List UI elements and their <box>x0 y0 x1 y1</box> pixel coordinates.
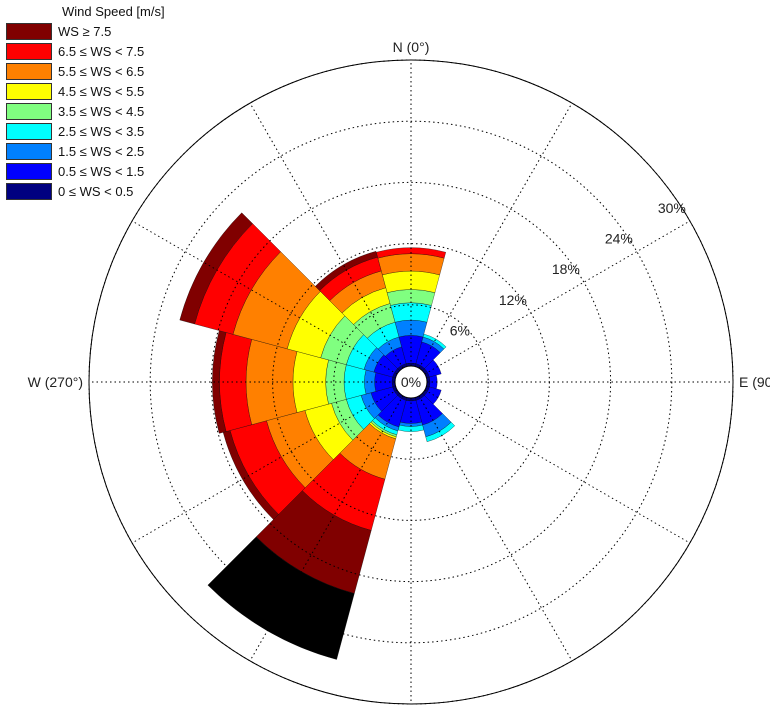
legend-label: 6.5 ≤ WS < 7.5 <box>58 43 145 59</box>
direction-label-east: E (90°) <box>739 374 770 390</box>
legend-label: 3.5 ≤ WS < 4.5 <box>58 103 145 119</box>
ring-label: 12% <box>499 292 527 308</box>
legend-swatch <box>6 142 52 160</box>
legend-swatch <box>6 102 52 120</box>
legend-label: 0 ≤ WS < 0.5 <box>58 183 134 199</box>
legend-swatch <box>6 42 52 60</box>
legend-item: 1.5 ≤ WS < 2.5 <box>6 141 165 161</box>
legend-item: 3.5 ≤ WS < 4.5 <box>6 101 165 121</box>
sector-bin <box>207 536 355 660</box>
legend-item: 4.5 ≤ WS < 5.5 <box>6 81 165 101</box>
grid-ring <box>149 120 673 644</box>
legend-rows: WS ≥ 7.5 6.5 ≤ WS < 7.5 5.5 ≤ WS < 6.5 4.5 … <box>6 21 165 201</box>
legend-item: 5.5 ≤ WS < 6.5 <box>6 61 165 81</box>
center-label: 0% <box>401 374 421 390</box>
legend-swatch <box>6 162 52 180</box>
ring-label: 24% <box>605 231 633 247</box>
direction-label-west: W (270°) <box>28 374 83 390</box>
sector-bin <box>246 339 298 425</box>
radial-line <box>424 220 691 375</box>
legend-label: 0.5 ≤ WS < 1.5 <box>58 163 145 179</box>
direction-label-north: N (0°) <box>393 39 430 55</box>
legend-label: 4.5 ≤ WS < 5.5 <box>58 83 145 99</box>
legend-title: Wind Speed [m/s] <box>62 4 165 19</box>
radial-line <box>249 395 404 662</box>
ring-label: 30% <box>658 200 686 216</box>
legend-label: 5.5 ≤ WS < 6.5 <box>58 63 145 79</box>
radial-line <box>418 102 573 369</box>
radial-line <box>131 220 398 375</box>
grid-overlay <box>88 59 734 705</box>
radial-line <box>249 102 404 369</box>
grid-ring <box>333 304 489 460</box>
legend-label: 2.5 ≤ WS < 3.5 <box>58 123 145 139</box>
legend-label: 1.5 ≤ WS < 2.5 <box>58 143 145 159</box>
sector-bin <box>364 369 377 395</box>
sector-bin <box>422 333 447 350</box>
radial-line <box>131 389 398 544</box>
sector-bin <box>315 251 378 291</box>
outer-circle <box>88 59 734 705</box>
center-hole <box>394 365 428 399</box>
sector-bin <box>390 302 432 323</box>
legend-swatch <box>6 182 52 200</box>
sector-bin <box>292 351 329 413</box>
legend: Wind Speed [m/s] WS ≥ 7.5 6.5 ≤ WS < 7.5 5… <box>6 3 165 201</box>
sector-bin <box>179 212 253 325</box>
axis-labels: 0%6%12%18%24%30%N (0°)E (90°)S (180°)W (… <box>28 39 770 712</box>
legend-swatch <box>6 62 52 80</box>
legend-swatch <box>6 82 52 100</box>
legend-item: 0 ≤ WS < 0.5 <box>6 181 165 201</box>
legend-item: WS ≥ 7.5 <box>6 21 165 41</box>
radial-line <box>418 395 573 662</box>
ring-label: 18% <box>552 261 580 277</box>
radial-line <box>424 389 691 544</box>
grid-ring <box>210 181 612 583</box>
legend-item: 0.5 ≤ WS < 1.5 <box>6 161 165 181</box>
legend-swatch <box>6 22 52 40</box>
ring-label: 6% <box>450 322 470 338</box>
legend-item: 6.5 ≤ WS < 7.5 <box>6 41 165 61</box>
legend-label: WS ≥ 7.5 <box>58 23 112 39</box>
legend-item: 2.5 ≤ WS < 3.5 <box>6 121 165 141</box>
legend-swatch <box>6 122 52 140</box>
